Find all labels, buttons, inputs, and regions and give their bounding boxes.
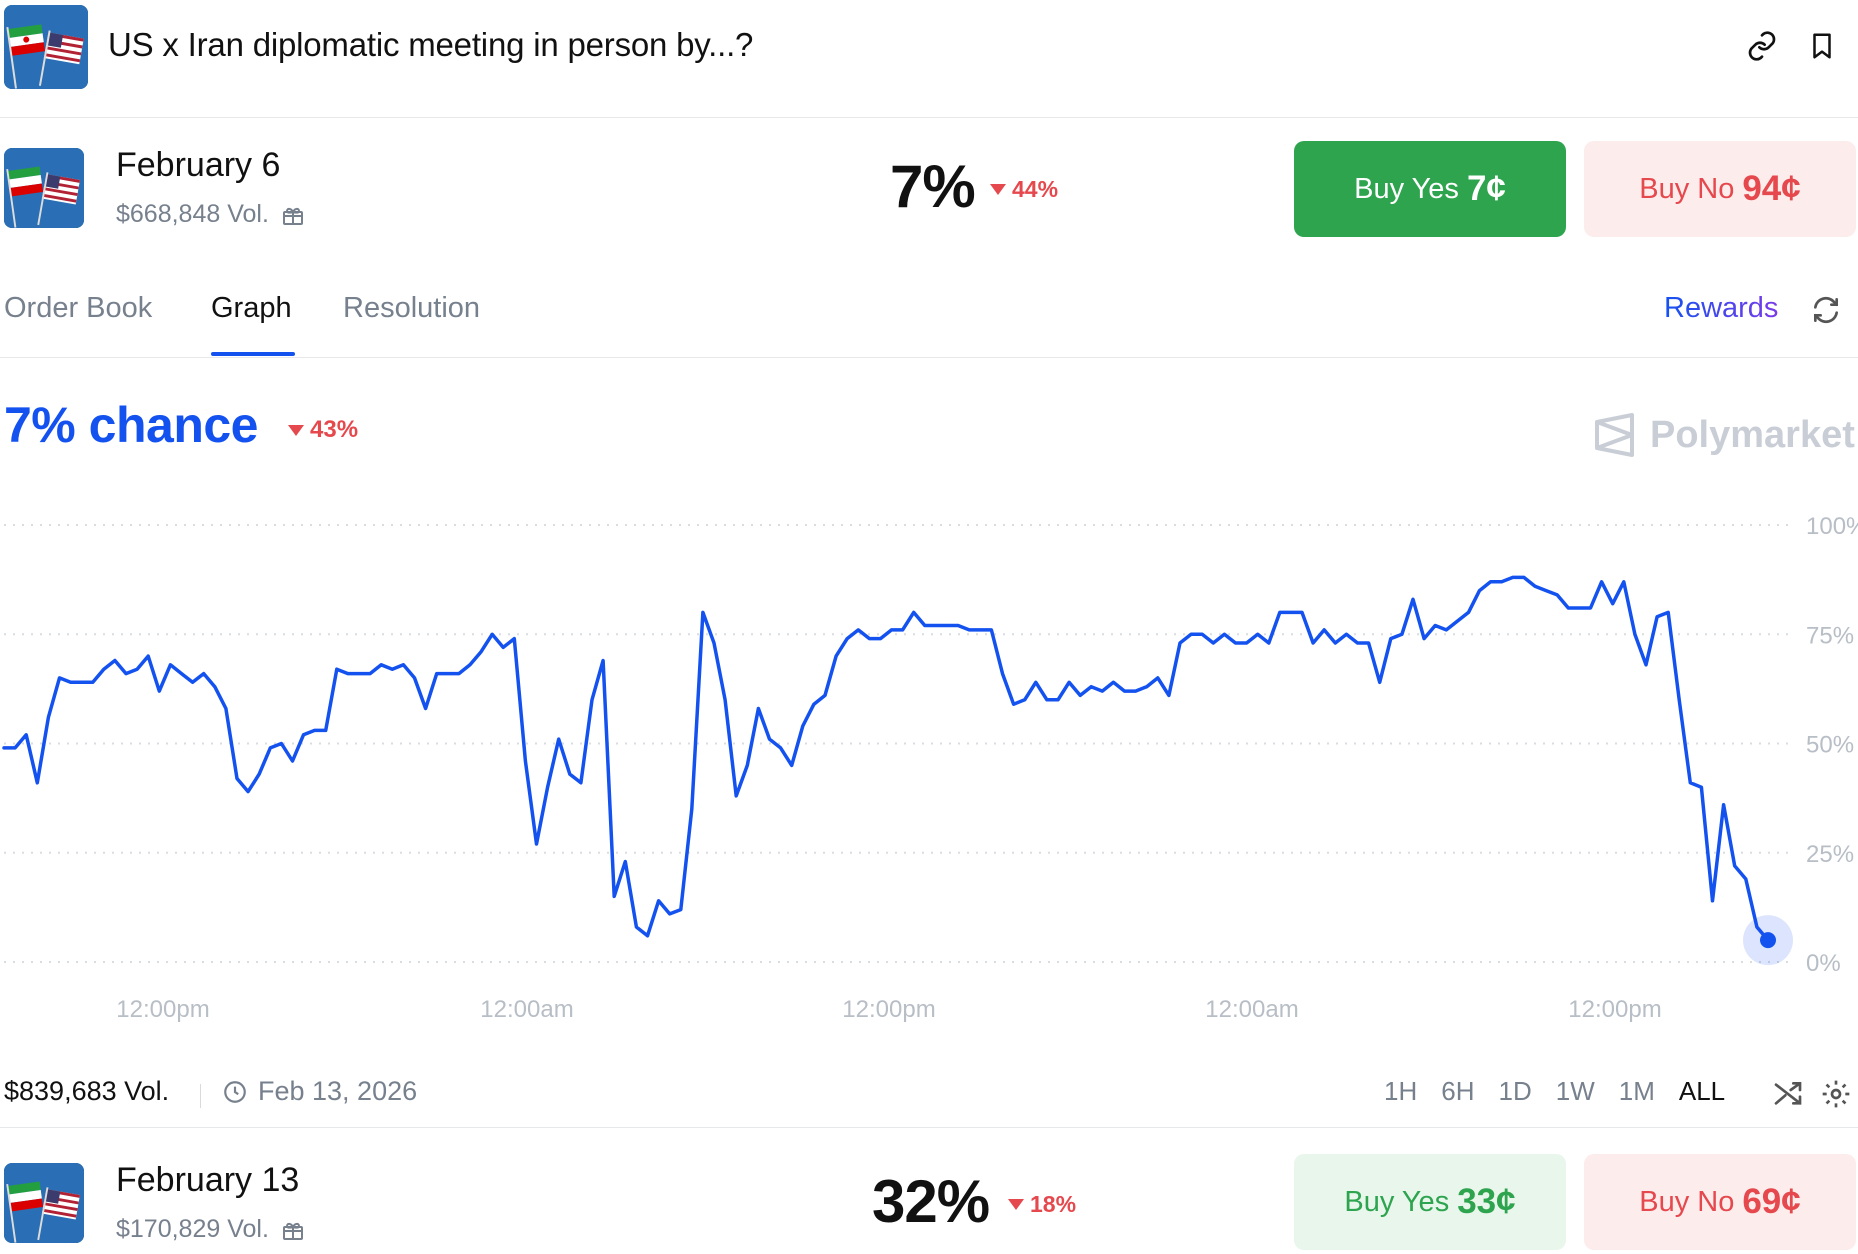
flags-icon: [4, 148, 84, 228]
end-date-text: Feb 13, 2026: [258, 1076, 418, 1106]
clock-icon: [224, 1080, 246, 1103]
brand-name: Polymarket: [1650, 413, 1855, 456]
current-point: [1760, 932, 1776, 949]
outcome-delta-value: 18%: [1030, 1191, 1077, 1217]
y-tick-label: 75%: [1806, 622, 1854, 649]
y-tick-label: 50%: [1806, 732, 1854, 759]
divider: [200, 1084, 201, 1108]
buy-yes-label: Buy Yes: [1344, 1185, 1450, 1218]
buy-yes-price: 7¢: [1466, 169, 1506, 208]
range-1d[interactable]: 1D: [1498, 1076, 1532, 1106]
buy-yes-button[interactable]: Buy Yes 7¢: [1294, 141, 1566, 237]
active-tab-indicator: [211, 352, 295, 356]
bookmark-icon[interactable]: [1804, 28, 1840, 64]
shuffle-icon[interactable]: [1772, 1078, 1806, 1112]
buy-yes-button[interactable]: Buy Yes 33¢: [1294, 1154, 1566, 1250]
tab-order-book[interactable]: Order Book: [4, 292, 153, 324]
outcome-delta-value: 44%: [1012, 176, 1059, 202]
market-header: US x Iran diplomatic meeting in person b…: [0, 0, 1858, 118]
outcome-delta: 44%: [990, 176, 1058, 203]
outcome-thumbnail: [4, 1163, 84, 1243]
gift-icon[interactable]: [281, 1218, 305, 1242]
outcome-thumbnail: [4, 148, 84, 228]
range-1w[interactable]: 1W: [1555, 1076, 1595, 1106]
rewards-link[interactable]: Rewards: [1664, 292, 1779, 324]
y-tick-label: 0%: [1806, 950, 1841, 977]
outcome-volume-text: $170,829 Vol.: [116, 1215, 269, 1243]
end-date: Feb 13, 2026: [222, 1076, 417, 1107]
outcome-delta: 18%: [1008, 1191, 1076, 1218]
buy-no-button[interactable]: Buy No 94¢: [1584, 141, 1856, 237]
market-title: US x Iran diplomatic meeting in person b…: [108, 26, 754, 63]
outcome-row[interactable]: February 6 $668,848 Vol. 7% 44% Buy Yes …: [0, 118, 1858, 237]
outcome-percent: 7%: [890, 153, 976, 220]
settings-icon[interactable]: [1820, 1078, 1854, 1112]
graph-volume: $839,683 Vol.: [4, 1076, 170, 1106]
chance-delta-value: 43%: [310, 416, 359, 443]
y-tick-label: 25%: [1806, 841, 1854, 868]
time-range-selector: 1H 6H 1D 1W 1M ALL: [1384, 1076, 1725, 1107]
flags-icon: [4, 5, 88, 89]
outcome-name: February 13: [116, 1161, 300, 1199]
outcome-tabs: Order Book Graph Resolution Rewards: [0, 280, 1858, 358]
buy-no-label: Buy No: [1639, 1185, 1735, 1218]
range-1h[interactable]: 1H: [1384, 1076, 1418, 1106]
buy-no-button[interactable]: Buy No 69¢: [1584, 1154, 1856, 1250]
y-tick-label: 100%: [1806, 513, 1858, 540]
chance-delta: 43%: [288, 416, 358, 444]
x-tick-label: 12:00pm: [1568, 996, 1661, 1023]
outcome-volume-text: $668,848 Vol.: [116, 200, 269, 228]
range-all[interactable]: ALL: [1678, 1076, 1726, 1106]
tab-resolution[interactable]: Resolution: [343, 292, 481, 324]
range-1m[interactable]: 1M: [1618, 1076, 1655, 1106]
x-tick-label: 12:00pm: [842, 996, 935, 1023]
series-line: [2, 575, 1770, 942]
down-arrow-icon: [1008, 1199, 1024, 1210]
chance-value: 7% chance: [4, 397, 258, 453]
price-chart[interactable]: 100% 75% 50% 25% 0% 12:00pm 12:00am 12:00pm 12:0…: [0, 500, 1858, 1040]
x-tick-label: 12:00am: [480, 996, 573, 1023]
down-arrow-icon: [288, 424, 304, 436]
outcome-volume: $170,829 Vol.: [116, 1215, 305, 1244]
outcome-row[interactable]: February 13 $170,829 Vol. 32% 18% Buy Ye…: [0, 1129, 1858, 1250]
x-tick-label: 12:00pm: [116, 996, 209, 1023]
buy-no-label: Buy No: [1639, 172, 1735, 205]
market-thumbnail: [4, 5, 88, 89]
outcome-volume: $668,848 Vol.: [116, 200, 305, 229]
x-tick-label: 12:00am: [1205, 996, 1298, 1023]
buy-yes-label: Buy Yes: [1354, 172, 1459, 205]
range-6h[interactable]: 6H: [1441, 1076, 1475, 1106]
outcome-name: February 6: [116, 146, 281, 184]
gift-icon[interactable]: [281, 203, 305, 227]
polymarket-watermark: Polymarket: [1594, 412, 1855, 458]
down-arrow-icon: [990, 184, 1006, 195]
link-icon[interactable]: [1744, 28, 1780, 64]
polymarket-logo-icon: [1595, 413, 1634, 457]
refresh-icon[interactable]: [1810, 294, 1846, 330]
tab-graph[interactable]: Graph: [211, 292, 292, 324]
buy-yes-price: 33¢: [1457, 1182, 1516, 1221]
buy-no-price: 69¢: [1742, 1182, 1801, 1221]
buy-no-price: 94¢: [1742, 169, 1801, 208]
outcome-percent: 32%: [872, 1168, 990, 1235]
graph-footer: $839,683 Vol. Feb 13, 2026 1H 6H 1D 1W 1…: [0, 1062, 1858, 1128]
flags-icon: [4, 1163, 84, 1243]
